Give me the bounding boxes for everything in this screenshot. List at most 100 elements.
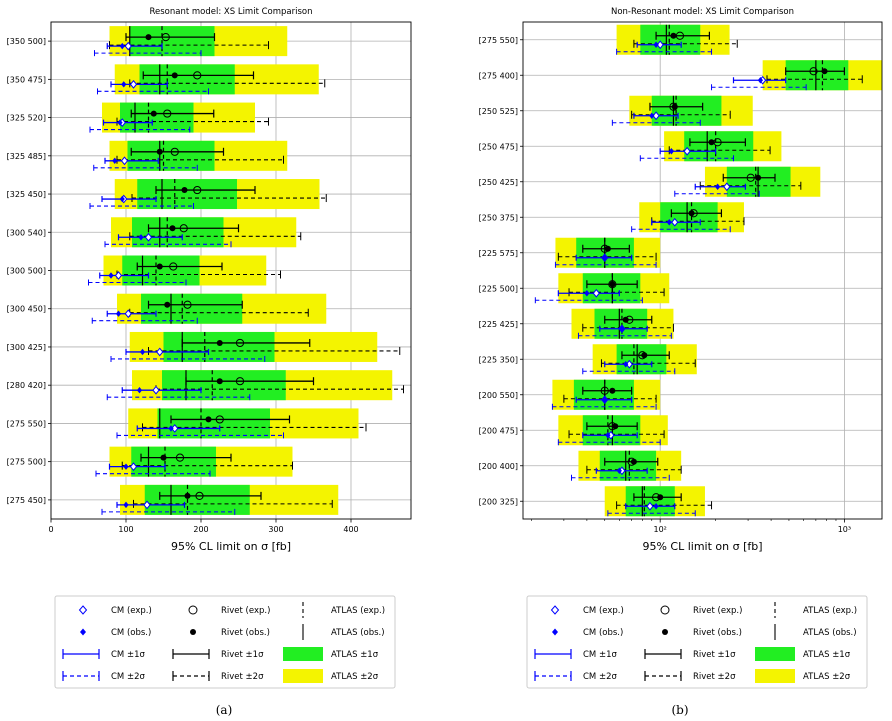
rivet-exp-point	[235, 338, 245, 348]
rivet-exp-point	[235, 377, 245, 386]
rivet-obs-point	[164, 301, 171, 308]
atlas-1sigma-band	[651, 95, 722, 126]
category-label: [200 325]	[479, 497, 518, 506]
cm-obs-point	[123, 501, 129, 509]
legend-resonant: CM (exp.) Rivet (exp.) ATLAS (exp.) CM (obs…	[54, 595, 396, 689]
category-label: [300 425]	[7, 343, 46, 352]
legend-label-cm-exp: CM (exp.)	[111, 606, 152, 616]
category-label: [275 450]	[7, 496, 46, 505]
rivet-obs-point	[169, 225, 176, 232]
category-label: [275 550]	[479, 36, 518, 45]
plot-frame	[50, 21, 412, 520]
rivet-obs-point	[612, 423, 619, 430]
atlas-1sigma-band	[785, 60, 849, 91]
panel-non-resonant: Non-Resonant model: XS Limit Comparison […	[479, 7, 883, 553]
legend-cm-obs-handle	[80, 628, 86, 636]
rivet-exp-point	[809, 67, 818, 76]
cm-obs-point	[119, 42, 125, 50]
legend-label-rivet-obs: Rivet (obs.)	[221, 628, 270, 638]
rivet-obs-point	[184, 492, 191, 499]
cm-exp-point	[143, 500, 151, 510]
cm-exp-point	[152, 385, 160, 395]
atlas-1sigma-band	[120, 102, 194, 133]
rivet-obs-point	[708, 139, 715, 146]
legend-label-atlas-1s: ATLAS ±1σ	[331, 650, 379, 660]
rivet-obs-point	[171, 72, 178, 79]
rivet-obs-point	[821, 68, 828, 75]
atlas-1sigma-band	[684, 131, 754, 162]
legend-box	[526, 595, 868, 689]
category-label: [280 420]	[7, 381, 46, 390]
legend-label-cm-2s: CM ±2σ	[583, 672, 618, 682]
rivet-exp-point	[169, 262, 178, 271]
cm-exp-point	[646, 501, 654, 511]
atlas-1sigma-band	[137, 179, 237, 210]
cm-obs-point	[715, 183, 721, 190]
cm-obs-point	[605, 432, 611, 439]
cm-exp-point	[124, 309, 132, 319]
rivet-exp-point	[163, 109, 172, 118]
atlas-1sigma-band	[141, 293, 243, 324]
cm-obs-point	[112, 157, 118, 165]
atlas-1sigma-band	[129, 26, 215, 57]
category-label: [250 475]	[479, 142, 518, 151]
rivet-obs-point	[657, 494, 664, 501]
cm-obs-point	[653, 503, 659, 510]
category-label: [250 425]	[479, 178, 518, 187]
x-axis-label: 95% CL limit on σ [fb]	[642, 540, 762, 553]
rivet-obs-point	[145, 34, 152, 41]
legend-label-rivet-1s: Rivet ±1σ	[693, 650, 736, 660]
rivet-obs-point	[641, 352, 648, 359]
legend-atlas-2s-handle	[755, 669, 795, 683]
rivet-exp-point	[215, 415, 224, 424]
caption-b: (b)	[671, 703, 688, 717]
cm-obs-point	[649, 112, 655, 119]
x-axis-label: 95% CL limit on σ [fb]	[171, 540, 291, 553]
rivet-obs-point	[609, 281, 616, 288]
legend-label-atlas-2s: ATLAS ±2σ	[803, 672, 851, 682]
cm-exp-point	[652, 111, 660, 121]
cm-obs-point	[666, 219, 672, 226]
legend-label-cm-obs: CM (obs.)	[583, 628, 623, 638]
atlas-1sigma-band	[139, 64, 235, 95]
cm-obs-point	[602, 254, 608, 261]
cm-obs-point	[139, 348, 146, 356]
cm-obs-point	[108, 272, 114, 279]
legend-label-rivet-2s: Rivet ±2σ	[221, 672, 264, 682]
cm-obs-point	[138, 234, 144, 241]
rivet-exp-point	[179, 224, 188, 233]
cm-obs-point	[119, 195, 125, 203]
cm-obs-point	[653, 41, 659, 48]
category-label: [225 575]	[479, 249, 518, 258]
category-label: [300 540]	[7, 228, 46, 237]
legend-atlas-2s-handle	[283, 669, 323, 683]
cm-exp-point	[129, 462, 138, 472]
legend-label-rivet-exp: Rivet (exp.)	[693, 606, 742, 616]
cm-exp-point	[671, 217, 679, 227]
rivet-exp-point	[195, 491, 204, 500]
legend-label-atlas-exp: ATLAS (exp.)	[331, 606, 385, 616]
legend-label-rivet-2s: Rivet ±2σ	[693, 672, 736, 682]
rivet-obs-point	[670, 32, 677, 39]
chart-title: Non-Resonant model: XS Limit Comparison	[611, 7, 794, 17]
cm-obs-point	[668, 148, 674, 155]
x-tick-label: 10²	[653, 525, 666, 534]
cm-exp-point	[114, 271, 123, 280]
atlas-1sigma-band	[122, 255, 200, 286]
legend-rivet-obs-handle	[190, 629, 196, 635]
x-tick-label: 400	[343, 525, 358, 534]
rivet-exp-point	[746, 173, 755, 182]
cm-obs-point	[117, 119, 123, 126]
rivet-obs-point	[604, 245, 611, 252]
rivet-obs-point	[216, 339, 223, 346]
category-label: [325 520]	[7, 114, 46, 123]
cm-exp-point	[656, 40, 664, 50]
category-label: [350 475]	[7, 75, 46, 84]
atlas-1sigma-band	[163, 331, 275, 362]
legend-label-atlas-1s: ATLAS ±1σ	[803, 650, 851, 660]
category-label: [250 375]	[479, 213, 518, 222]
rivet-obs-point	[630, 458, 637, 465]
cm-obs-point	[619, 325, 625, 332]
legend-label-cm-obs: CM (obs.)	[111, 628, 151, 638]
